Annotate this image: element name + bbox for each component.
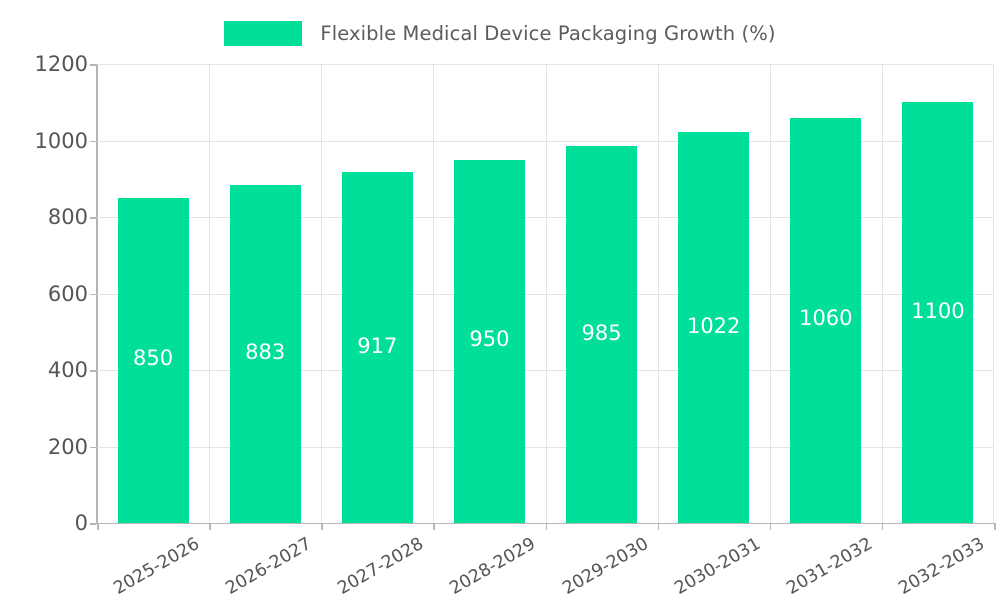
y-tick-label: 200 [47, 434, 88, 459]
x-tick-label: 2027-2028 [334, 534, 428, 600]
y-tick-label: 1000 [34, 128, 88, 153]
y-tick-mark [90, 523, 96, 525]
y-tick-label: 1200 [34, 52, 88, 76]
y-tick-mark [90, 446, 96, 448]
bar[interactable]: 950 [453, 159, 525, 523]
x-tick-mark [881, 523, 884, 530]
plot-area: 850 883 917 950 985 1022 1060 1100 [97, 64, 994, 523]
bar[interactable]: 1022 [678, 132, 750, 523]
x-tick-label: 2025-2026 [110, 534, 204, 600]
x-tick-mark [97, 523, 99, 530]
gridline-vertical [321, 64, 323, 523]
bar-value-label: 850 [133, 346, 174, 371]
gridline-vertical [769, 64, 771, 523]
x-tick-label: 2028-2029 [446, 534, 540, 600]
x-tick-label: 2032-2033 [895, 534, 988, 600]
x-tick-mark [209, 523, 211, 530]
bar-value-label: 985 [581, 320, 622, 345]
gridline-vertical [209, 64, 211, 523]
legend-item-0[interactable]: Flexible Medical Device Packaging Growth… [224, 20, 776, 46]
bar-value-label: 1060 [799, 306, 853, 331]
y-tick-mark [90, 140, 96, 142]
legend-item-label: Flexible Medical Device Packaging Growth… [320, 21, 776, 45]
chart-legend: Flexible Medical Device Packaging Growth… [0, 16, 1000, 50]
x-tick-label: 2030-2031 [671, 534, 764, 600]
bar[interactable]: 883 [229, 185, 301, 523]
y-tick-label: 0 [74, 511, 88, 535]
x-tick-mark [657, 523, 660, 530]
bar[interactable]: 917 [341, 172, 413, 523]
gridline-vertical [433, 64, 435, 523]
legend-color-swatch-icon [224, 20, 303, 46]
bar-value-label: 950 [469, 327, 510, 352]
gridline-vertical [545, 64, 547, 523]
x-tick-mark [433, 523, 435, 530]
bar-value-label: 1100 [911, 298, 965, 323]
x-tick-label: 2026-2027 [222, 534, 316, 600]
bar[interactable]: 985 [566, 146, 638, 523]
x-tick-label: 2029-2030 [558, 534, 652, 600]
y-axis-line [96, 64, 98, 524]
y-tick-mark [90, 64, 96, 66]
bar[interactable]: 850 [117, 197, 189, 523]
bar[interactable]: 1060 [790, 117, 862, 523]
x-tick-mark [545, 523, 547, 530]
gridline-vertical [657, 64, 659, 523]
gridline-vertical [881, 64, 883, 523]
x-tick-mark [321, 523, 323, 530]
y-tick-label: 600 [47, 281, 88, 306]
bar[interactable]: 1100 [902, 102, 974, 523]
bar-value-label: 883 [245, 340, 286, 365]
y-tick-mark [90, 370, 96, 372]
y-tick-mark [90, 293, 96, 295]
x-tick-mark [994, 523, 996, 530]
y-tick-label: 800 [47, 205, 88, 229]
x-axis-line [96, 522, 994, 524]
x-tick-label: 2031-2032 [783, 534, 876, 600]
y-tick-label: 400 [47, 358, 88, 382]
y-tick-mark [90, 217, 96, 219]
bar-value-label: 1022 [686, 313, 741, 338]
x-tick-mark [769, 523, 772, 530]
bar-value-label: 917 [357, 333, 398, 358]
